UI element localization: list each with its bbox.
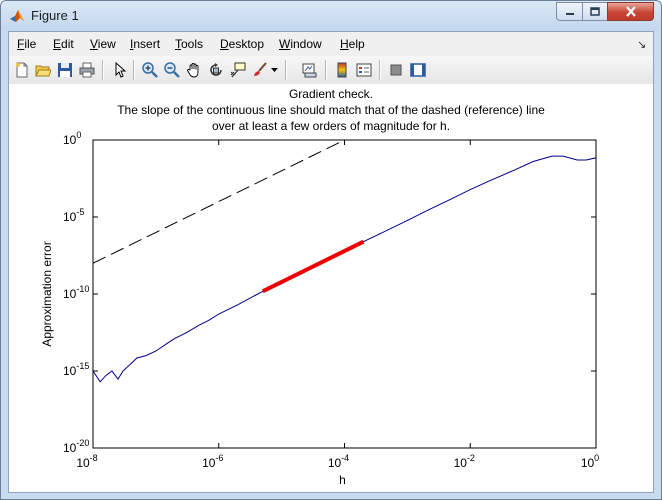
chart-title-line-2: The slope of the continuous line should … bbox=[117, 103, 545, 117]
y-tick-label: 10-15 bbox=[63, 361, 89, 378]
data-cursor-icon bbox=[230, 62, 246, 78]
dock-arrow-icon[interactable]: ↘ bbox=[637, 38, 647, 51]
toolbar-separator bbox=[285, 60, 287, 80]
pan-hand-icon bbox=[187, 63, 199, 78]
show-plot-tools-button[interactable] bbox=[408, 60, 428, 80]
new-figure-button[interactable] bbox=[12, 60, 32, 80]
brush-dropdown-button[interactable] bbox=[269, 60, 279, 80]
x-tick-label: 10-8 bbox=[76, 453, 97, 470]
show-plot-tools-icon bbox=[410, 63, 426, 77]
zoom-in-icon bbox=[142, 62, 158, 78]
brush-icon bbox=[254, 62, 267, 76]
select-arrow-icon bbox=[115, 62, 127, 78]
close-button[interactable] bbox=[607, 2, 654, 21]
menu-desktop[interactable]: Desktop bbox=[220, 37, 265, 51]
hide-plot-tools-icon bbox=[390, 64, 402, 76]
minimize-button[interactable] bbox=[556, 2, 583, 21]
data-cursor-button[interactable] bbox=[228, 60, 248, 80]
x-tick-label: 10-6 bbox=[202, 453, 223, 470]
window-title: Figure 1 bbox=[31, 8, 79, 23]
menu-edit[interactable]: Edit bbox=[53, 37, 74, 51]
series-line-thick bbox=[261, 239, 365, 294]
toolbar-separator bbox=[379, 60, 381, 80]
x-tick-label: 10-2 bbox=[454, 453, 475, 470]
toolbar-separator bbox=[133, 60, 135, 80]
menu-tools[interactable]: Tools bbox=[175, 37, 204, 51]
colorbar-button[interactable] bbox=[332, 60, 352, 80]
pan-button[interactable] bbox=[184, 60, 204, 80]
open-file-button[interactable] bbox=[33, 60, 53, 80]
hide-plot-tools-button[interactable] bbox=[386, 60, 406, 80]
minimize-icon bbox=[565, 12, 574, 15]
y-tick-label: 10-5 bbox=[63, 207, 84, 224]
rotate-3d-icon bbox=[210, 63, 222, 76]
save-icon bbox=[58, 63, 72, 77]
series-group bbox=[93, 140, 596, 383]
figure-client-area: File Edit View Insert Tools Desktop Wind… bbox=[8, 31, 654, 493]
select-arrow-button[interactable] bbox=[110, 60, 130, 80]
rotate-3d-button[interactable] bbox=[206, 60, 226, 80]
colorbar-icon bbox=[337, 62, 347, 78]
save-button[interactable] bbox=[55, 60, 75, 80]
link-plot-icon bbox=[302, 63, 317, 78]
zoom-in-button[interactable] bbox=[140, 60, 160, 80]
y-tick-label: 100 bbox=[63, 130, 81, 147]
series-line-dashed bbox=[93, 140, 345, 264]
menu-help[interactable]: Help bbox=[340, 37, 365, 51]
legend-icon bbox=[356, 63, 372, 77]
figure-toolbar bbox=[9, 56, 653, 85]
close-icon bbox=[625, 6, 636, 17]
menu-file[interactable]: File bbox=[17, 37, 37, 51]
y-tick-label: 10-10 bbox=[63, 284, 89, 301]
axes-box bbox=[92, 139, 597, 449]
y-tick-label: 10-20 bbox=[63, 438, 89, 455]
matlab-icon bbox=[10, 10, 24, 22]
menu-window[interactable]: Window bbox=[279, 37, 322, 51]
x-tick-label: 100 bbox=[581, 453, 599, 470]
menu-view[interactable]: View bbox=[90, 37, 116, 51]
maximize-button[interactable] bbox=[582, 2, 608, 21]
brush-button[interactable] bbox=[250, 60, 270, 80]
y-axis-label: Approximation error bbox=[40, 241, 54, 346]
x-axis-label: h bbox=[339, 473, 346, 487]
toolbar-separator bbox=[325, 60, 327, 80]
figure-canvas[interactable]: Gradient check. The slope of the continu… bbox=[9, 84, 653, 492]
new-figure-icon bbox=[16, 62, 28, 78]
brush-dropdown-icon bbox=[270, 67, 278, 72]
zoom-out-button[interactable] bbox=[162, 60, 182, 80]
maximize-icon bbox=[590, 7, 600, 16]
toolbar-separator bbox=[102, 60, 104, 80]
open-file-icon bbox=[35, 65, 51, 77]
link-plot-button[interactable] bbox=[299, 60, 319, 80]
print-button[interactable] bbox=[77, 60, 97, 80]
menu-insert[interactable]: Insert bbox=[130, 37, 161, 51]
legend-button[interactable] bbox=[354, 60, 374, 80]
x-tick-label: 10-4 bbox=[328, 453, 349, 470]
chart-title-line-1: Gradient check. bbox=[288, 87, 374, 101]
print-icon bbox=[79, 62, 95, 78]
zoom-out-icon bbox=[164, 62, 180, 78]
title-bar[interactable]: Figure 1 bbox=[1, 1, 661, 31]
menu-bar: File Edit View Insert Tools Desktop Wind… bbox=[9, 32, 653, 57]
chart-plot: 10-8 10-6 10-4 10-2 100 10-20 10-15 10-10 10-5 10… bbox=[40, 130, 599, 487]
chart-title-line-3: over at least a few orders of magnitude … bbox=[211, 119, 451, 133]
